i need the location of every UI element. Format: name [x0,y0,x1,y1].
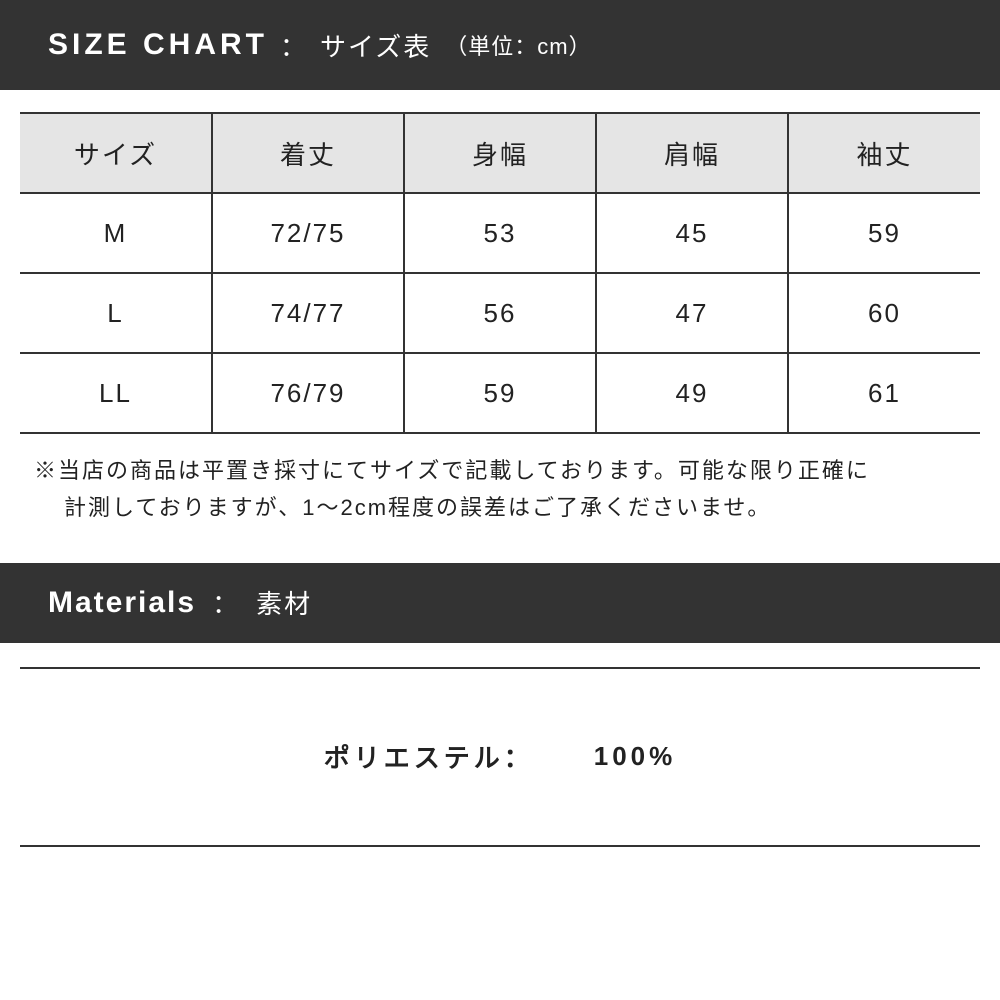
materials-title-jp: 素材 [256,584,312,621]
cell: 49 [596,353,788,433]
col-size: サイズ [20,113,212,193]
size-table-wrap: サイズ 着丈 身幅 肩幅 袖丈 M 72/75 53 45 59 L 74/77… [20,112,980,434]
materials-separator: ： [212,584,240,621]
col-shoulder: 肩幅 [596,113,788,193]
cell: 53 [404,193,596,273]
table-row: M 72/75 53 45 59 [20,193,980,273]
cell: 59 [404,353,596,433]
cell: 60 [788,273,980,353]
materials-header: Materials ： 素材 [0,563,1000,643]
cell: 45 [596,193,788,273]
cell: 76/79 [212,353,404,433]
table-row: LL 76/79 59 49 61 [20,353,980,433]
materials-content: ポリエステル： 100% [20,667,980,847]
table-row: L 74/77 56 47 60 [20,273,980,353]
note-line1: ※当店の商品は平置き採寸にてサイズで記載しております。可能な限り正確に [34,458,870,483]
cell: 74/77 [212,273,404,353]
size-chart-title-jp: サイズ表 [320,27,431,64]
size-chart-unit: （単位：cm） [445,29,591,61]
note-line2: 計測しておりますが、1～2cm程度の誤差はご了承くださいませ。 [34,489,970,526]
cell: 56 [404,273,596,353]
col-length: 着丈 [212,113,404,193]
material-value: 100% [594,741,677,772]
cell: L [20,273,212,353]
cell: 61 [788,353,980,433]
col-width: 身幅 [404,113,596,193]
size-chart-header: SIZE CHART ： サイズ表 （単位：cm） [0,0,1000,90]
material-label: ポリエステル： [324,738,534,775]
cell: 47 [596,273,788,353]
cell: 59 [788,193,980,273]
cell: 72/75 [212,193,404,273]
size-chart-title-en: SIZE CHART [48,28,268,62]
size-chart-separator: ： [280,27,308,64]
materials-title-en: Materials [48,586,196,620]
size-table-header-row: サイズ 着丈 身幅 肩幅 袖丈 [20,113,980,193]
cell: LL [20,353,212,433]
cell: M [20,193,212,273]
col-sleeve: 袖丈 [788,113,980,193]
size-table: サイズ 着丈 身幅 肩幅 袖丈 M 72/75 53 45 59 L 74/77… [20,112,980,434]
size-note: ※当店の商品は平置き採寸にてサイズで記載しております。可能な限り正確に 計測して… [30,452,970,527]
